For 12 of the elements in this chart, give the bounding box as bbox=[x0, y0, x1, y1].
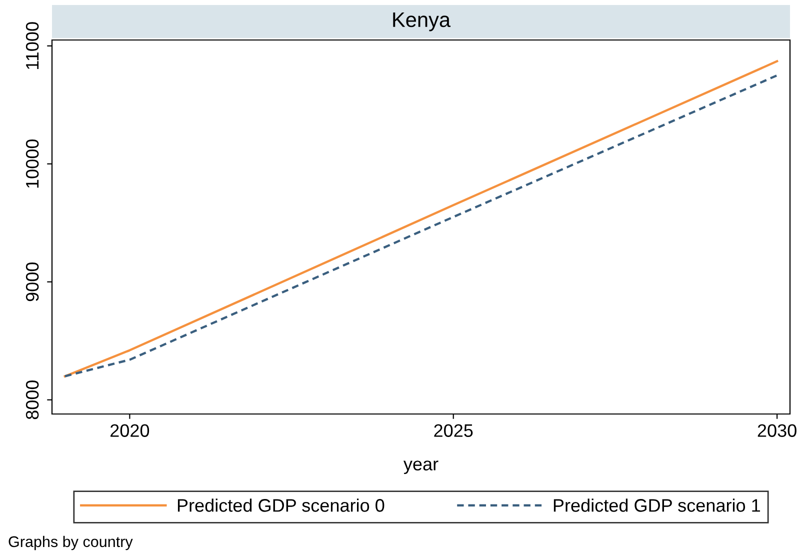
x-tick-label: 2030 bbox=[758, 424, 796, 437]
x-tick-label: 2020 bbox=[110, 424, 150, 437]
y-tick-label: 10000 bbox=[26, 139, 39, 188]
y-tick-label: 8000 bbox=[26, 380, 39, 420]
legend-label: Predicted GDP scenario 1 bbox=[554, 498, 760, 512]
y-tick-label: 11000 bbox=[26, 22, 39, 69]
y-tick-label: 9000 bbox=[26, 262, 39, 302]
legend-label: Predicted GDP scenario 0 bbox=[178, 498, 384, 512]
chart-title: Kenya bbox=[393, 12, 451, 32]
x-tick-label: 2025 bbox=[434, 424, 473, 437]
text: Graphs by country bbox=[8, 536, 133, 550]
x-axis-title: year bbox=[403, 460, 438, 474]
